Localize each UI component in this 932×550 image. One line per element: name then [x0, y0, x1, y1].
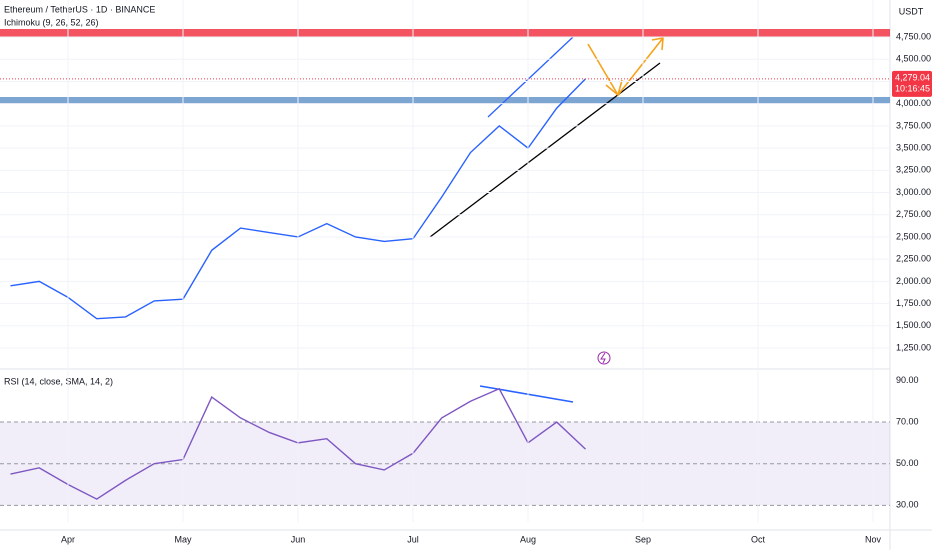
arrow-head [605, 79, 623, 97]
y-tick-label: 2,500.00 [896, 231, 931, 241]
x-tick-label: Apr [61, 534, 75, 544]
x-tick-label: Sep [635, 534, 651, 544]
arrow-head [651, 37, 664, 51]
x-tick-label: May [174, 534, 192, 544]
chart-title: Ethereum / TetherUS · 1D · BINANCE [4, 4, 155, 14]
event-icon [597, 351, 611, 365]
last-price-box [892, 70, 932, 97]
countdown: 10:16:45 [895, 83, 930, 93]
x-tick-label: Oct [751, 534, 766, 544]
y-tick-label: 3,250.00 [896, 165, 931, 175]
support-zone [0, 97, 890, 104]
y-tick-label: 70.00 [896, 416, 919, 426]
y-tick-label: 2,750.00 [896, 209, 931, 219]
y-tick-label: 4,500.00 [896, 54, 931, 64]
y-tick-label: 1,250.00 [896, 342, 931, 352]
rsi-label: RSI (14, close, SMA, 14, 2) [4, 376, 113, 386]
x-tick-label: Aug [520, 534, 536, 544]
resistance-zone [0, 29, 890, 37]
divergence-line [479, 385, 574, 403]
y-tick-label: 2,000.00 [896, 276, 931, 286]
y-tick-label: 1,500.00 [896, 320, 931, 330]
y-tick-label: 50.00 [896, 458, 919, 468]
y-tick-label: 30.00 [896, 500, 919, 510]
trend-line [429, 62, 661, 238]
y-tick-label: 4,000.00 [896, 98, 931, 108]
currency: USDT [899, 6, 924, 16]
y-tick-label: 90.00 [896, 375, 919, 385]
y-tick-label: 3,750.00 [896, 120, 931, 130]
y-tick-label: 4,750.00 [896, 31, 931, 41]
indicator-label: Ichimoku (9, 26, 52, 26) [4, 17, 99, 27]
y-tick-label: 1,750.00 [896, 298, 931, 308]
x-tick-label: Jul [407, 534, 419, 544]
x-tick-label: Jun [291, 534, 306, 544]
y-tick-label: 2,250.00 [896, 254, 931, 264]
y-tick-label: 3,500.00 [896, 142, 931, 152]
y-tick-label: 3,000.00 [896, 187, 931, 197]
last-price-label: 4,279.04 [895, 72, 930, 82]
event-icon [600, 352, 606, 364]
x-tick-label: Nov [865, 534, 882, 544]
